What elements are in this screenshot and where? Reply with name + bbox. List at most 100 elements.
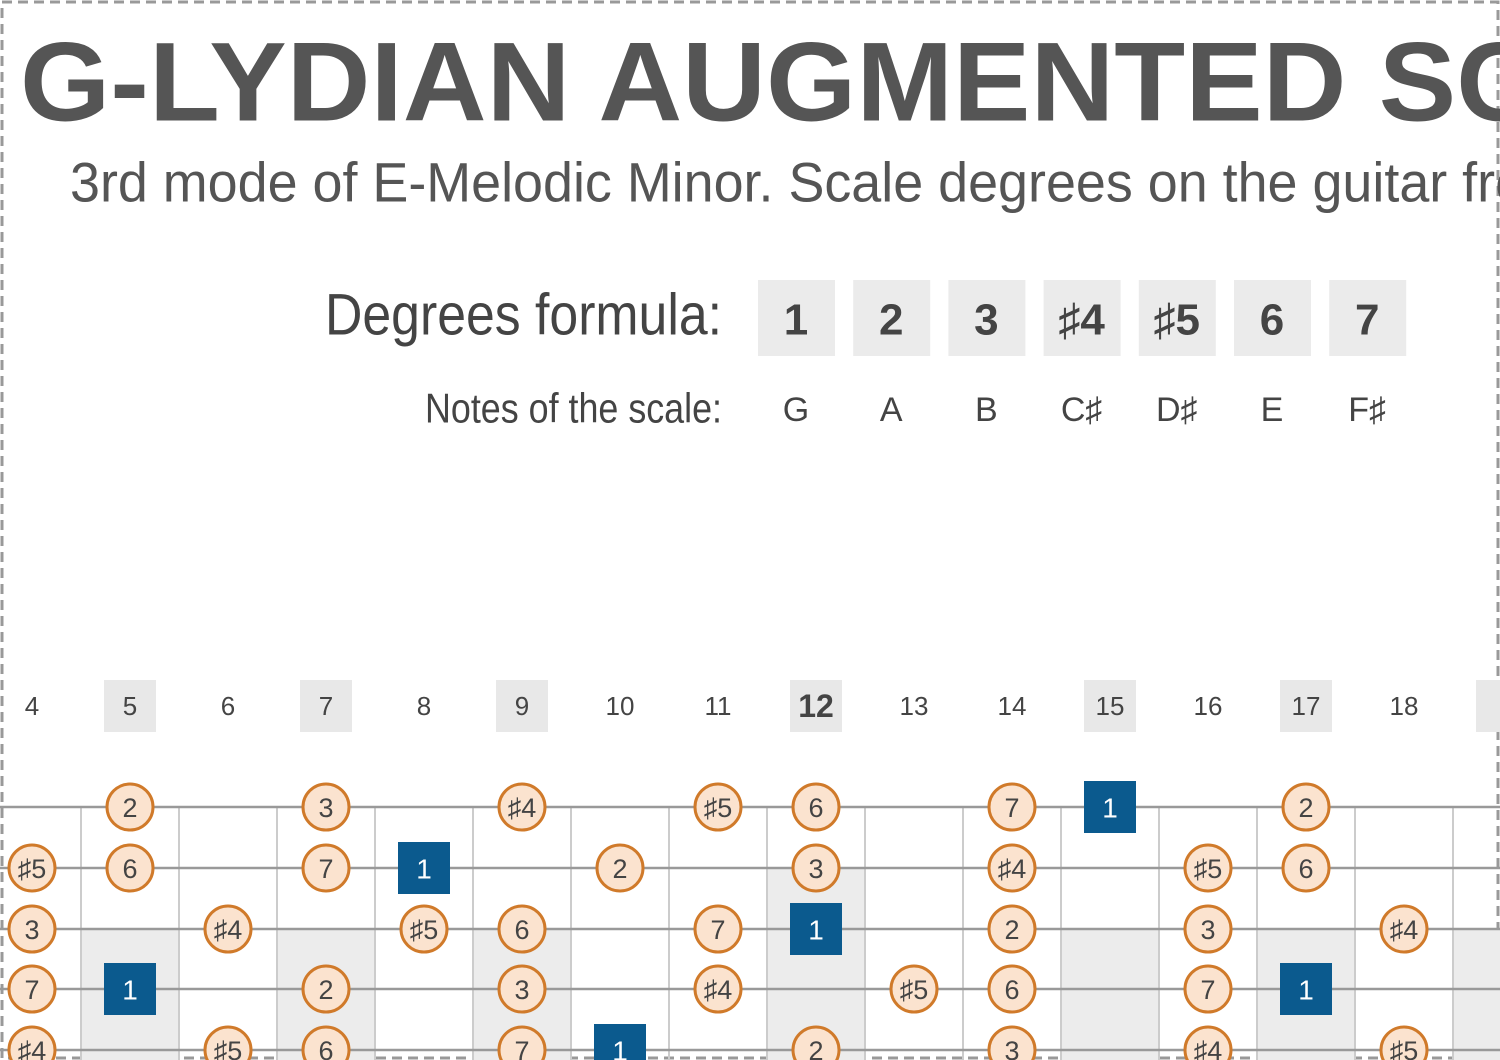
degree: ♯4 [1058,296,1105,345]
fret-number: 10 [606,691,635,721]
note [791,843,841,893]
note-degree: ♯4 [998,854,1027,884]
note-degree: 1 [808,915,824,946]
note [1183,904,1233,954]
note-degree: 1 [416,854,432,885]
note-degree: ♯4 [18,1036,47,1060]
note [301,964,351,1014]
note-degree: 2 [1004,915,1019,945]
fretboard: 4 5 6 7 8 9 10 11 12 13 14 15 16 17 182 3 ♯4 ♯5 6 7 1 2♯5 6 7 1 2… [0,680,1500,1060]
note-degree: 1 [122,975,138,1006]
note-degree: ♯4 [214,915,243,945]
fret-marker-box [300,680,352,732]
note [791,1025,841,1060]
note [203,1025,253,1060]
scale-note: E [1261,391,1284,429]
note [693,964,743,1014]
note-degree: 2 [808,1036,823,1060]
note [1183,843,1233,893]
note-degree: ♯5 [410,915,439,945]
note-degree: ♯4 [508,793,537,823]
degree: 6 [1260,296,1284,345]
note [105,843,155,893]
note [7,904,57,954]
scale-note: B [975,391,998,429]
note-degree: 3 [24,915,39,945]
root-note [594,1024,646,1060]
note [791,782,841,832]
inlay-shade [1453,929,1500,1060]
note-degree: 3 [1004,1036,1019,1060]
scale-note: F♯ [1348,391,1386,429]
root-note [398,842,450,894]
note-degree: ♯5 [18,854,47,884]
scale-note: A [880,391,903,429]
root-note [104,963,156,1015]
fret-number: 14 [998,691,1027,721]
note-degree: 7 [710,915,725,945]
note [987,843,1037,893]
note-degree: 3 [808,854,823,884]
note-degree: 3 [514,975,529,1005]
note-degree: 3 [318,793,333,823]
note-degree: ♯4 [1390,915,1419,945]
degree-box [948,280,1026,356]
note [1183,1025,1233,1060]
note [987,782,1037,832]
note [595,843,645,893]
note [7,1025,57,1060]
root-note [1280,963,1332,1015]
note [301,1025,351,1060]
notes-label: Notes of the scale: [425,385,722,432]
fret-number: 5 [123,691,137,721]
note-degree: ♯5 [214,1036,243,1060]
fret-marker-box [790,680,842,732]
fret-number: 9 [515,691,529,721]
fret-number: 6 [221,691,235,721]
degree: 2 [879,296,903,345]
subtitle: 3rd mode of E-Melodic Minor. Scale degre… [70,151,1500,214]
degree: 7 [1355,296,1379,345]
note-degree: 6 [808,793,823,823]
scale-note: G [783,391,809,429]
note-degree: ♯5 [1194,854,1223,884]
scale-note: D♯ [1156,391,1198,429]
degree-box [1043,280,1121,356]
note-degree: 7 [1200,975,1215,1005]
note [105,782,155,832]
note [497,964,547,1014]
note [7,964,57,1014]
note [1281,782,1331,832]
note [203,904,253,954]
note-degree: 6 [1298,854,1313,884]
fret-number: 15 [1096,691,1125,721]
note-degree: ♯5 [704,793,733,823]
note-degree: ♯5 [1390,1036,1419,1060]
root-note [790,903,842,955]
fret-marker-box [496,680,548,732]
degree-box [1234,280,1311,356]
note-degree: 6 [318,1036,333,1060]
note-degree: 6 [122,854,137,884]
fret-marker-box [104,680,156,732]
root-note [1084,781,1136,833]
note [497,904,547,954]
note-degree: 6 [514,915,529,945]
inlay-shade [1061,929,1159,1060]
note [497,782,547,832]
fret-number: 11 [705,691,732,721]
title: G-LYDIAN AUGMENTED SC [20,20,1500,145]
formula-label: Degrees formula: [325,283,722,348]
fret-number: 8 [417,691,431,721]
note [987,904,1037,954]
note [399,904,449,954]
note-degree: 1 [1102,793,1118,824]
degree-box [1329,280,1407,356]
note-degree: 2 [1298,793,1313,823]
note-degree: 2 [122,793,137,823]
note-degree: ♯5 [900,975,929,1005]
note-degree: 7 [24,975,39,1005]
degree-box [1138,280,1216,356]
